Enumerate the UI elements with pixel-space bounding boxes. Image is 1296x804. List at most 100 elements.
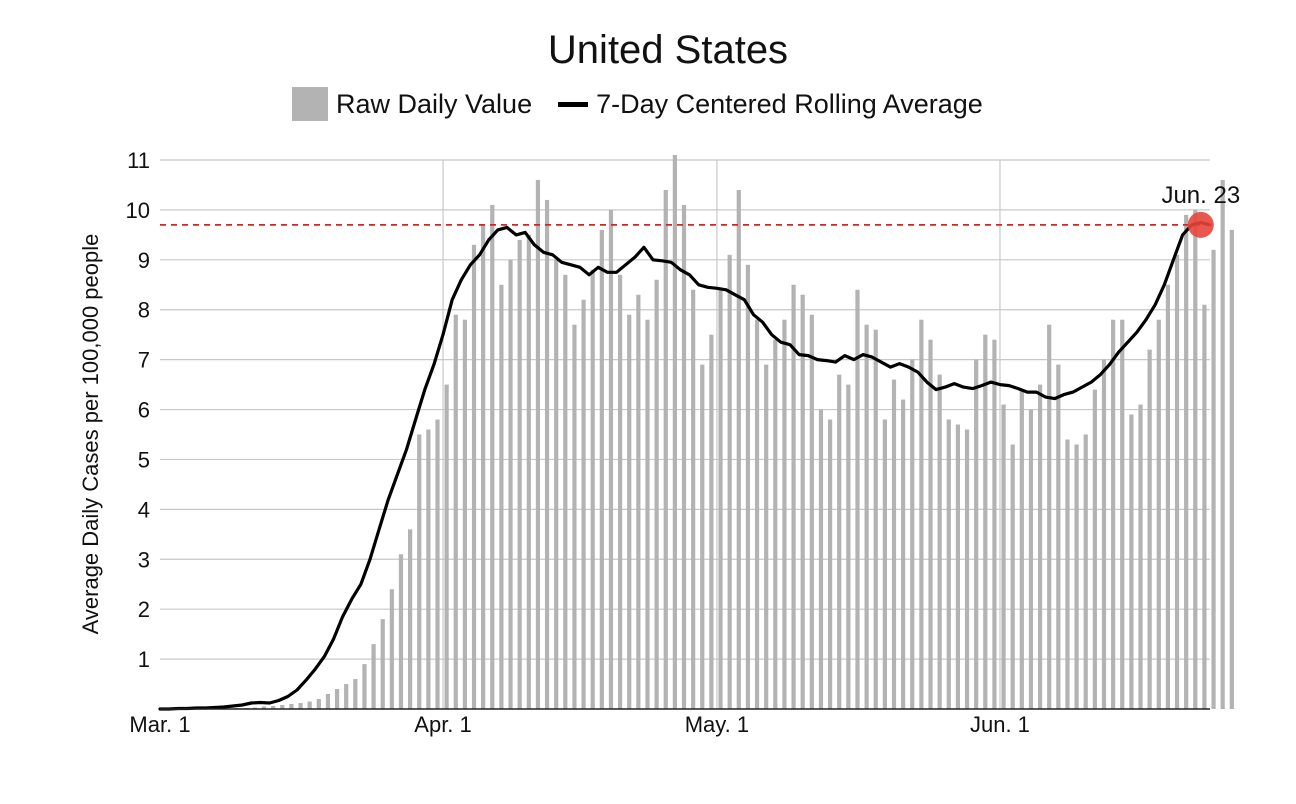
raw-bar — [1001, 404, 1006, 709]
raw-bar — [590, 269, 595, 709]
raw-bar — [1037, 384, 1043, 709]
y-tick-label: 1 — [138, 647, 150, 672]
raw-bar — [1065, 439, 1070, 709]
raw-bar — [764, 364, 769, 709]
raw-bar — [663, 189, 668, 710]
legend-label-raw: Raw Daily Value — [336, 88, 533, 119]
raw-bar — [417, 434, 422, 709]
legend-item-raw: Raw Daily Value — [292, 87, 532, 121]
raw-bar — [1047, 324, 1052, 709]
raw-bar — [992, 339, 997, 709]
raw-bar — [928, 339, 933, 709]
y-tick-label: 10 — [126, 198, 150, 223]
raw-bar — [371, 644, 376, 709]
y-tick-label: 11 — [127, 148, 150, 173]
raw-bar — [307, 701, 312, 709]
raw-bar — [1156, 319, 1161, 709]
legend-swatch-line — [558, 101, 589, 107]
raw-bar — [672, 155, 677, 709]
raw-bar — [946, 419, 951, 709]
raw-bar — [910, 359, 915, 709]
legend-label-average: 7-Day Centered Rolling Average — [596, 88, 983, 119]
raw-bar — [745, 264, 751, 709]
raw-bar — [901, 399, 906, 709]
raw-bar — [773, 339, 778, 709]
chart-title: United States — [547, 28, 789, 72]
raw-bar — [837, 374, 842, 709]
y-tick-label: 3 — [138, 547, 150, 572]
raw-bar — [891, 379, 897, 709]
raw-bar — [974, 359, 979, 709]
raw-bar — [1184, 214, 1189, 709]
raw-bar — [827, 419, 833, 709]
raw-bar — [280, 705, 285, 709]
raw-bar — [1074, 444, 1079, 709]
raw-bar — [526, 234, 531, 709]
raw-bar — [389, 589, 394, 709]
raw-bar — [398, 554, 404, 709]
raw-bar — [608, 209, 614, 709]
raw-bar — [818, 409, 824, 709]
raw-bar — [362, 664, 367, 709]
raw-bar — [1056, 364, 1061, 709]
raw-bar — [271, 706, 276, 709]
y-tick-label: 4 — [138, 497, 150, 522]
raw-bar — [435, 419, 440, 709]
raw-bar — [882, 419, 887, 709]
raw-bar — [983, 334, 988, 709]
x-tick-label: Mar. 1 — [129, 712, 190, 737]
raw-bar — [298, 703, 303, 709]
raw-bar — [754, 319, 760, 709]
raw-bar — [316, 699, 321, 709]
raw-bar — [1083, 434, 1088, 709]
raw-bar — [1147, 349, 1152, 709]
raw-bar — [1101, 359, 1107, 709]
raw-bar — [1220, 179, 1225, 710]
axes: 1 2 3 4 5 6 7 8 9 10 11 Mar. 1 Apr. 1 May. 1 Jun. 1 — [126, 148, 1210, 737]
raw-bar — [691, 289, 696, 709]
raw-bar — [444, 384, 449, 709]
raw-bar — [462, 319, 467, 709]
y-tick-label: 7 — [138, 348, 150, 373]
raw-bar — [782, 319, 787, 709]
raw-bar — [353, 679, 358, 709]
average-line-group — [158, 220, 1212, 711]
raw-bar — [800, 294, 805, 709]
raw-bar — [955, 424, 961, 709]
average-line — [158, 220, 1212, 711]
raw-bar — [334, 689, 340, 709]
raw-bar — [344, 684, 349, 709]
raw-bar — [636, 294, 641, 709]
raw-bar — [481, 224, 486, 709]
legend: Raw Daily Value 7-Day Centered Rolling A… — [292, 86, 1009, 122]
raw-bar — [408, 529, 413, 709]
raw-bar — [1019, 389, 1024, 709]
raw-bar — [380, 619, 385, 709]
y-tick-label: 9 — [138, 248, 150, 273]
y-tick-label: 5 — [138, 447, 150, 472]
raw-bar — [718, 289, 723, 709]
raw-bar — [508, 259, 513, 709]
raw-bar — [581, 299, 586, 709]
raw-bar — [791, 284, 796, 709]
annotation-label: Jun. 23 — [1161, 182, 1240, 209]
raw-bar — [554, 259, 559, 709]
raw-bar — [736, 189, 741, 710]
raw-bar — [937, 374, 942, 709]
raw-bar — [846, 384, 851, 709]
raw-bar — [471, 244, 477, 709]
raw-bar — [1138, 404, 1143, 709]
y-axis-label: Average Daily Cases per 100,000 people — [78, 234, 103, 635]
legend-swatch-bar — [292, 87, 328, 121]
y-tick-label: 6 — [138, 398, 150, 423]
raw-bar — [544, 199, 550, 709]
raw-bar — [627, 314, 632, 709]
raw-bar — [499, 284, 504, 709]
raw-bar — [1229, 229, 1234, 709]
x-tick-label: May. 1 — [685, 712, 749, 737]
raw-bar — [964, 429, 970, 709]
raw-bar — [289, 704, 294, 709]
raw-bar — [563, 274, 568, 709]
raw-bar — [1165, 284, 1170, 709]
